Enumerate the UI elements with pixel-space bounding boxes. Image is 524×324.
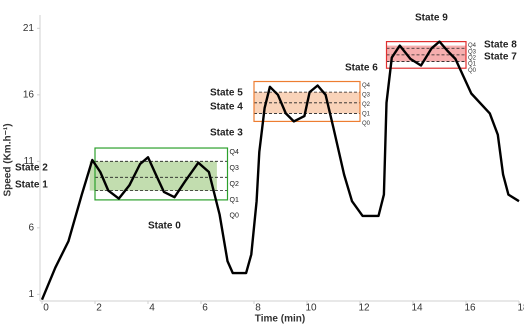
band-box (385, 41, 467, 69)
state-label: State 6 (345, 63, 378, 74)
state-label: State 8 (484, 40, 517, 51)
x-tick-label: 10 (305, 303, 317, 314)
speed-line (40, 40, 520, 301)
x-tick-label: 4 (149, 303, 155, 314)
state-label: State 3 (210, 128, 243, 139)
quartile-label: Q0 (468, 68, 477, 74)
x-tick-label: 8 (255, 303, 261, 314)
state-label: State 5 (210, 88, 243, 99)
y-tick-label: 16 (23, 89, 35, 100)
x-tick-label: 16 (464, 303, 476, 314)
x-tick-label: 6 (202, 303, 208, 314)
x-tick-label: 2 (96, 303, 102, 314)
quartile-label: Q4 (230, 149, 239, 156)
quartile-label: Q4 (468, 43, 477, 49)
state-label: State 1 (15, 180, 48, 191)
quartile-label: Q1 (362, 112, 371, 118)
quartile-label: Q3 (468, 49, 477, 55)
quartile-label: Q0 (230, 213, 239, 220)
y-tick-label: 6 (28, 222, 34, 233)
quartile-label: Q1 (230, 197, 239, 204)
y-tick-label: 1 (28, 289, 34, 300)
quartile-label: Q4 (362, 83, 371, 89)
x-tick-label: 18 (517, 303, 524, 314)
quartile-label: Q3 (362, 93, 371, 99)
state-label: State 7 (484, 52, 517, 63)
state-label: State 4 (210, 102, 243, 113)
x-tick-label: 12 (358, 303, 370, 314)
band-fill (89, 161, 217, 191)
y-tick-label: 21 (23, 23, 35, 34)
quartile-label: Q2 (362, 102, 371, 108)
state-label: State 0 (148, 221, 181, 232)
quartile-label: Q1 (468, 62, 477, 68)
y-tick-label: 11 (24, 156, 35, 167)
band-box (94, 147, 229, 201)
quartile-label: Q2 (468, 55, 477, 61)
state-label: State 2 (15, 163, 48, 174)
x-axis-label: Time (min) (255, 314, 305, 324)
quartile-label: Q3 (230, 165, 239, 172)
y-axis-label: Speed (Km.h⁻¹) (3, 123, 14, 196)
quartile-label: Q0 (362, 121, 371, 127)
state-label: State 9 (415, 13, 448, 24)
x-tick-label: 14 (411, 303, 423, 314)
band-box (253, 80, 361, 123)
quartile-label: Q2 (230, 181, 239, 188)
x-tick-label: 0 (43, 303, 49, 314)
